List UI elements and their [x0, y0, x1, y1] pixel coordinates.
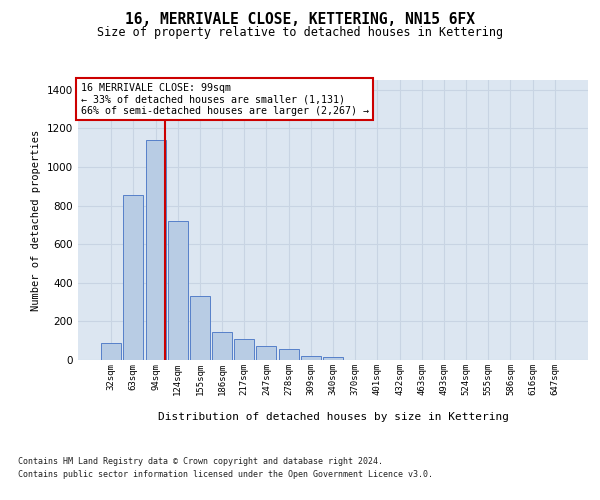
Text: Contains HM Land Registry data © Crown copyright and database right 2024.: Contains HM Land Registry data © Crown c… [18, 458, 383, 466]
Bar [278, 350, 299, 360]
Text: Size of property relative to detached houses in Kettering: Size of property relative to detached ho… [97, 26, 503, 39]
Text: 16, MERRIVALE CLOSE, KETTERING, NN15 6FX: 16, MERRIVALE CLOSE, KETTERING, NN15 6FX [125, 12, 475, 28]
Bar [101, 342, 121, 360]
Bar [168, 221, 188, 360]
Y-axis label: Number of detached properties: Number of detached properties [31, 130, 41, 310]
Bar [256, 346, 277, 360]
Text: Contains public sector information licensed under the Open Government Licence v3: Contains public sector information licen… [18, 470, 433, 479]
Bar [190, 296, 210, 360]
Bar [323, 357, 343, 360]
Bar [301, 356, 321, 360]
Text: Distribution of detached houses by size in Kettering: Distribution of detached houses by size … [158, 412, 509, 422]
Bar [124, 195, 143, 360]
Bar [146, 140, 166, 360]
Bar [212, 332, 232, 360]
Bar [234, 339, 254, 360]
Text: 16 MERRIVALE CLOSE: 99sqm
← 33% of detached houses are smaller (1,131)
66% of se: 16 MERRIVALE CLOSE: 99sqm ← 33% of detac… [80, 83, 368, 116]
